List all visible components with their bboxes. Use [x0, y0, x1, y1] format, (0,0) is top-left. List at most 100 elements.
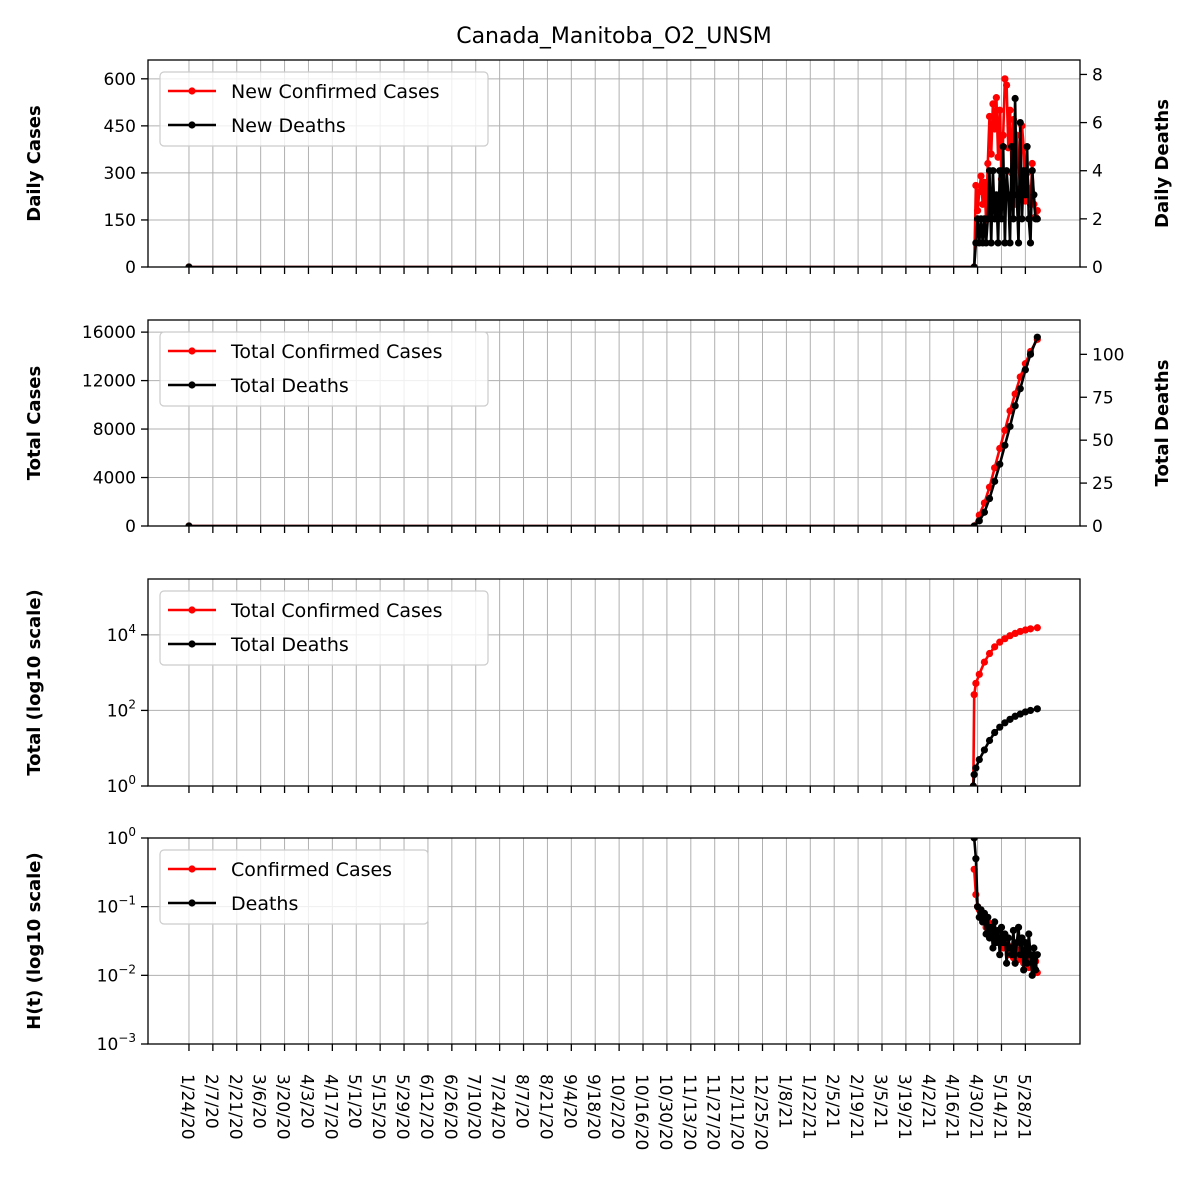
data-point — [991, 728, 999, 737]
x-tick-label: 5/29/20 — [392, 1074, 412, 1140]
data-point — [1001, 426, 1009, 434]
data-point — [1021, 366, 1029, 374]
x-tick-label: 3/19/21 — [894, 1074, 914, 1140]
data-point — [1006, 944, 1014, 952]
data-point — [980, 658, 989, 666]
data-point — [996, 460, 1004, 468]
y2-tick-label: 2 — [1092, 210, 1103, 230]
data-point — [987, 239, 995, 247]
x-tick-label: 7/24/20 — [488, 1074, 508, 1140]
legend-box — [159, 590, 489, 666]
data-point — [985, 736, 994, 745]
data-point — [970, 691, 978, 699]
data-point — [972, 181, 980, 190]
x-tick-label: 9/18/20 — [583, 1074, 603, 1140]
data-point — [970, 263, 978, 267]
data-point — [989, 100, 997, 108]
data-point — [994, 153, 1002, 161]
chart-title: Canada_Manitoba_O2_UNSM — [456, 24, 772, 49]
data-point — [1026, 951, 1035, 959]
data-point — [1006, 239, 1014, 247]
data-point — [987, 150, 995, 158]
y2-tick-label: 50 — [1092, 431, 1114, 451]
x-tick-label: 4/16/21 — [942, 1074, 962, 1140]
data-point — [1026, 239, 1035, 247]
data-point — [1013, 191, 1021, 199]
x-tick-label: 6/26/20 — [440, 1074, 460, 1140]
series-group — [969, 624, 1041, 786]
data-point — [1033, 215, 1041, 223]
data-point — [1026, 706, 1035, 715]
x-tick-label: 12/25/20 — [751, 1074, 771, 1150]
data-point — [979, 200, 987, 208]
data-point — [991, 464, 999, 472]
data-point — [1020, 966, 1028, 974]
data-point — [999, 131, 1007, 139]
data-point — [996, 951, 1004, 959]
data-point — [989, 167, 997, 175]
data-point — [1026, 350, 1035, 358]
data-point — [999, 143, 1007, 151]
data-point — [1028, 167, 1036, 175]
legend-marker — [188, 865, 196, 873]
x-tick-label: 4/2/21 — [918, 1074, 938, 1129]
panel-2: 0 4000 8000 12000 16000 0 25 50 75 100 Total Death… — [24, 319, 1173, 537]
x-tick-label: 12/11/20 — [727, 1074, 747, 1150]
y-axis-label: Daily Cases — [24, 105, 45, 221]
x-tick-label: 2/7/20 — [201, 1074, 221, 1129]
legend-marker — [188, 121, 196, 129]
x-tick-label: 1/24/20 — [177, 1074, 197, 1140]
data-point — [1006, 407, 1014, 415]
x-tick-label: 3/6/20 — [249, 1074, 269, 1129]
data-point — [1006, 106, 1014, 114]
legend-box — [159, 331, 489, 407]
data-point — [1011, 94, 1019, 103]
x-tick-labels: 1/24/20 2/7/20 2/21/20 3/6/20 3/20/20 4/3/20 4… — [177, 1074, 1033, 1150]
data-point — [970, 838, 978, 842]
y-tick-label: 10−3 — [97, 1031, 136, 1055]
data-point — [1033, 333, 1041, 341]
data-point — [991, 918, 999, 926]
x-tick-label: 2/19/21 — [846, 1074, 866, 1140]
data-point — [1001, 75, 1009, 83]
data-point — [1033, 705, 1041, 713]
data-point — [1021, 191, 1029, 199]
data-point — [1009, 215, 1018, 223]
legend-marker — [188, 640, 196, 648]
y2-tick-label: 0 — [1092, 258, 1103, 278]
x-tick-label: 5/28/21 — [1013, 1074, 1033, 1140]
data-point — [1003, 959, 1011, 967]
y-tick-label: 100 — [107, 773, 136, 797]
data-point — [977, 172, 985, 180]
data-point — [1016, 385, 1024, 393]
data-point — [987, 923, 995, 931]
y2-tick-label: 75 — [1092, 388, 1114, 408]
data-point — [975, 755, 983, 764]
data-point — [1033, 951, 1041, 959]
data-point — [1030, 191, 1038, 199]
legend-box — [159, 849, 429, 925]
data-point — [1025, 930, 1033, 938]
data-point — [985, 649, 994, 658]
data-point — [1023, 143, 1031, 151]
y-tick-label: 8000 — [93, 420, 136, 440]
data-point — [972, 855, 980, 863]
data-point — [991, 215, 999, 223]
data-point — [996, 106, 1004, 114]
legend-marker — [188, 899, 196, 907]
panel-1: 0 150 300 450 600 0 2 4 6 8 Daily Deaths Daily Case… — [24, 59, 1173, 278]
data-point — [1028, 159, 1036, 168]
y-tick-label: 300 — [104, 164, 136, 184]
axes-frame — [147, 578, 1081, 787]
y-tick-label: 4000 — [93, 469, 136, 489]
data-point — [975, 517, 983, 525]
x-tick-label: 8/21/20 — [535, 1074, 555, 1140]
legend-label: New Deaths — [231, 115, 346, 137]
data-point — [985, 112, 994, 121]
y2-axis-label: Daily Deaths — [1152, 99, 1173, 228]
x-tick-label: 10/2/20 — [607, 1074, 627, 1140]
legend-marker — [188, 381, 196, 389]
data-point — [972, 764, 980, 772]
legend-label: Deaths — [231, 893, 298, 915]
